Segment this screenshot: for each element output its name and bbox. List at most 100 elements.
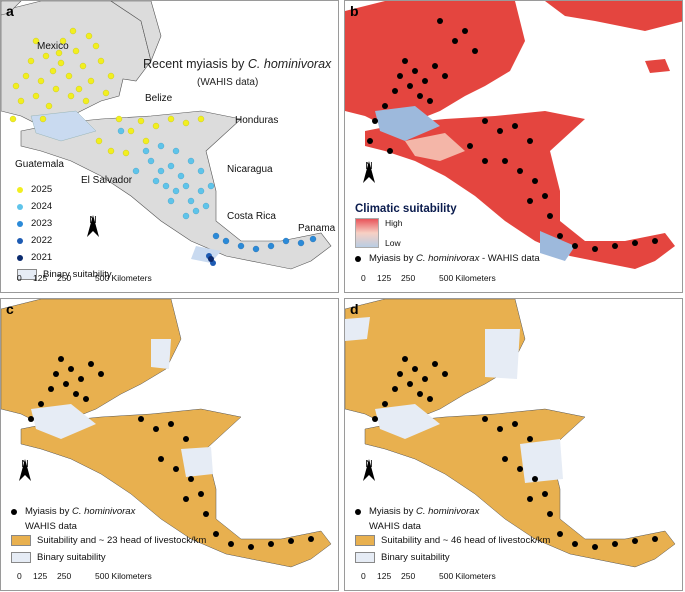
legend-item-2024: 2024	[17, 198, 112, 215]
north-arrow-icon	[363, 459, 375, 481]
myiasis-source: WAHIS data	[369, 520, 421, 532]
suitability-swatch	[11, 535, 31, 546]
scale-tick: 250	[57, 571, 72, 581]
scale-tick: 0	[361, 273, 366, 283]
suitability-label: Suitability and ~ 23 head of livestock/k…	[37, 535, 207, 546]
map-b	[345, 1, 682, 269]
binary-swatch	[17, 269, 37, 280]
scale-tick: 500 Kilometers	[95, 571, 152, 581]
year-legend: 2025 2024 2023 2022 2021 Binary suitabil…	[17, 181, 112, 283]
legend-year-label: 2023	[31, 218, 53, 229]
binary-label: Binary suitability	[381, 552, 450, 563]
legend-dot-myiasis	[355, 508, 361, 515]
map-d	[345, 299, 676, 568]
legend-dot-myiasis	[11, 508, 17, 515]
scale-bar: 0 125 250 500 Kilometers	[17, 272, 187, 283]
legend-dot-2025	[17, 186, 23, 193]
scale-tick: 125	[377, 571, 392, 581]
myiasis-species: C. hominivorax	[71, 506, 136, 517]
legend-year-label: 2021	[31, 252, 53, 263]
scale-labels: 0 125 250 500 Kilometers	[361, 273, 531, 283]
climatic-ramp-row: High Low	[355, 218, 540, 248]
legend-item-myiasis: Myiasis by C. hominivorax	[355, 503, 550, 520]
scale-tick: 250	[401, 571, 416, 581]
scale-tick: 0	[361, 571, 366, 581]
suitability-swatch	[355, 535, 375, 546]
binary-label: Binary suitability	[43, 269, 112, 280]
legend-dot-2024	[17, 203, 23, 210]
legend-dot-2023	[17, 220, 23, 227]
scale-tick: 500 Kilometers	[95, 273, 152, 283]
legend-item-binary: Binary suitability	[11, 549, 206, 566]
country-label-el-salvador: El Salvador	[81, 175, 133, 186]
map-title-prefix: Recent myiasis by	[143, 57, 248, 71]
legend-item-2025: 2025	[17, 181, 112, 198]
legend-year-label: 2022	[31, 235, 53, 246]
country-label-costa-rica: Costa Rica	[227, 211, 276, 222]
north-arrow: N	[361, 161, 377, 183]
binary-swatch	[355, 552, 375, 563]
country-label-nicaragua: Nicaragua	[227, 164, 273, 175]
panel-c: c N Myiasis by C. hominivorax WAHIS data…	[0, 298, 339, 591]
scale-tick: 125	[33, 273, 48, 283]
myiasis-species: C. hominivorax	[415, 253, 480, 264]
climatic-ramp	[355, 218, 379, 248]
north-arrow-icon	[19, 459, 31, 481]
map-subtitle: (WAHIS data)	[197, 77, 259, 88]
legend-dot-2021	[17, 254, 23, 261]
country-label-honduras: Honduras	[235, 115, 279, 126]
scale-tick: 500 Kilometers	[439, 571, 496, 581]
north-arrow-icon	[363, 161, 375, 183]
myiasis-prefix: Myiasis by	[25, 506, 70, 517]
myiasis-prefix: Myiasis by	[369, 506, 414, 517]
scale-tick: 0	[17, 273, 22, 283]
scale-labels: 0 125 250 500 Kilometers	[361, 571, 531, 581]
map-a	[1, 1, 332, 270]
legend-item-suitability: Suitability and ~ 23 head of livestock/k…	[11, 532, 206, 549]
panel-a: a Recent myiasis by C. hominivorax (WAHI…	[0, 0, 339, 293]
binary-swatch	[11, 552, 31, 563]
country-label-belize: Belize	[145, 93, 173, 104]
livestock-legend: Myiasis by C. hominivorax WAHIS data Sui…	[11, 503, 206, 566]
map-title: Recent myiasis by C. hominivorax	[143, 57, 331, 71]
climatic-legend-title: Climatic suitability	[355, 203, 457, 215]
panel-label-b: b	[350, 3, 359, 19]
map-title-species: C. hominivorax	[247, 57, 332, 71]
scale-tick: 500 Kilometers	[439, 273, 496, 283]
scale-bar: 0 125 250 500 Kilometers	[361, 570, 531, 581]
legend-year-label: 2025	[31, 184, 53, 195]
legend-item-binary: Binary suitability	[355, 549, 550, 566]
legend-item-myiasis: Myiasis by C. hominivorax	[11, 503, 206, 520]
north-arrow-icon	[87, 215, 99, 237]
legend-item-suitability: Suitability and ~ 46 head of livestock/k…	[355, 532, 550, 549]
ramp-low-label: Low	[385, 238, 401, 248]
country-label-panama: Panama	[298, 223, 336, 234]
country-label-mexico: Mexico	[37, 41, 69, 52]
legend-item-2023: 2023	[17, 215, 112, 232]
legend-item-2022: 2022	[17, 232, 112, 249]
binary-label: Binary suitability	[37, 552, 106, 563]
scale-tick: 125	[377, 273, 392, 283]
suitability-label: Suitability and ~ 46 head of livestock/k…	[381, 535, 551, 546]
scale-tick: 125	[33, 571, 48, 581]
legend-dot-2022	[17, 237, 23, 244]
country-label-guatemala: Guatemala	[15, 159, 64, 170]
panel-d: d N Myiasis by C. hominivorax WAHIS data…	[344, 298, 683, 591]
panel-label-d: d	[350, 301, 359, 317]
myiasis-prefix: Myiasis by	[369, 253, 414, 264]
legend-item-binary: Binary suitability	[17, 266, 112, 283]
legend-dot-myiasis	[355, 255, 361, 262]
panel-b: b N Climatic suitability High Low Myiasi…	[344, 0, 683, 293]
livestock-legend: Myiasis by C. hominivorax WAHIS data Sui…	[355, 503, 550, 566]
panel-label-c: c	[6, 301, 14, 317]
north-arrow: N	[85, 215, 101, 237]
north-arrow: N	[361, 459, 377, 481]
legend-item-myiasis: Myiasis by C. hominivorax - WAHIS data	[355, 250, 540, 267]
scale-tick: 0	[17, 571, 22, 581]
climatic-legend: Climatic suitability High Low Myiasis by…	[355, 203, 540, 267]
legend-year-label: 2024	[31, 201, 53, 212]
scale-tick: 250	[57, 273, 72, 283]
climatic-ramp-labels: High Low	[385, 218, 402, 248]
legend-item-2021: 2021	[17, 249, 112, 266]
scale-labels: 0 125 250 500 Kilometers	[17, 571, 187, 581]
